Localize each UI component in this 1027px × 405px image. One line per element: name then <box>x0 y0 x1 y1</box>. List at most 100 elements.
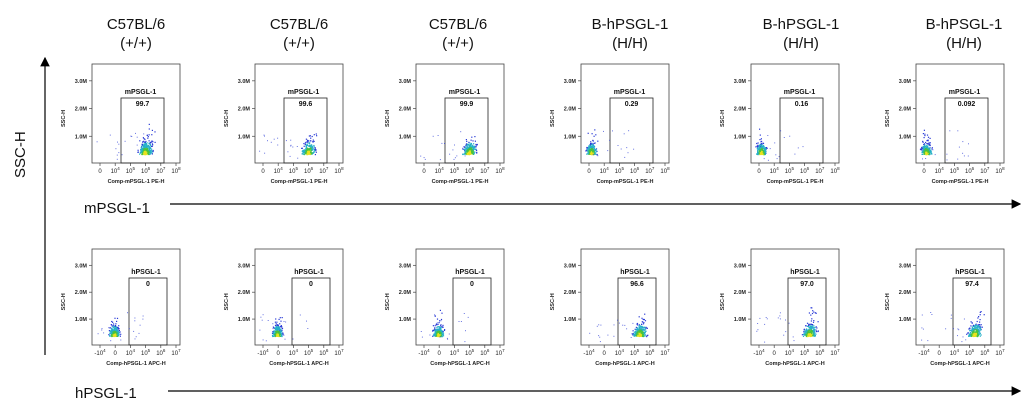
event-dot <box>278 329 280 331</box>
event-dot <box>591 150 593 152</box>
event-dot <box>310 140 312 142</box>
row-label-hpsgl1: hPSGL-1 <box>75 385 137 402</box>
event-dot <box>973 325 975 327</box>
column-header-4: B-hPSGL-1 (H/H) <box>570 15 690 53</box>
event-cloud <box>919 129 969 161</box>
event-dot <box>147 147 149 149</box>
event-dot <box>592 150 594 152</box>
header-strain: C57BL/6 <box>269 16 329 33</box>
event-dot <box>130 135 132 137</box>
event-dot <box>597 140 599 142</box>
event-dot <box>642 331 644 333</box>
event-dot <box>143 153 145 155</box>
plot-panel: 1.0M 2.0M 3.0M SSC-H -104 0 104 105 106 107 Comp-h… <box>224 248 344 367</box>
event-dot <box>460 131 462 133</box>
event-dot <box>756 142 758 145</box>
event-dot <box>617 145 619 146</box>
event-dot <box>439 320 441 322</box>
event-dot <box>110 324 112 326</box>
event-dot <box>278 330 280 332</box>
event-dot <box>466 146 468 148</box>
event-dot <box>304 150 306 152</box>
event-dot <box>472 152 474 154</box>
event-dot <box>140 152 142 154</box>
event-dot <box>976 332 978 334</box>
event-dot <box>785 331 787 333</box>
event-dot <box>151 153 153 155</box>
event-cloud <box>589 313 649 343</box>
event-dot <box>592 153 594 155</box>
event-dot <box>447 338 449 340</box>
event-dot <box>112 321 114 323</box>
event-dot <box>276 330 278 332</box>
event-dot <box>275 332 277 334</box>
event-dot <box>758 153 760 155</box>
event-dot <box>311 148 313 150</box>
event-dot <box>972 324 974 327</box>
event-dot <box>307 140 309 142</box>
event-dot <box>973 335 975 338</box>
event-dot <box>922 140 924 142</box>
event-dot <box>303 145 305 147</box>
event-dot <box>966 333 968 335</box>
event-dot <box>440 330 442 332</box>
event-dot <box>471 148 473 150</box>
event-dot <box>471 136 473 138</box>
event-dot <box>279 334 281 336</box>
event-dot <box>278 327 280 329</box>
event-dot <box>762 142 765 145</box>
event-dot <box>637 329 640 331</box>
event-dot <box>274 335 276 337</box>
event-dot <box>315 133 317 135</box>
event-dot <box>589 143 591 145</box>
event-dot <box>142 318 144 320</box>
event-dot <box>115 334 117 337</box>
event-dot <box>140 149 142 151</box>
event-dot <box>144 146 146 148</box>
event-dot <box>638 335 640 337</box>
event-dot <box>637 330 639 332</box>
x-tick-label: 0 <box>438 351 442 357</box>
event-dot <box>141 143 143 145</box>
event-dot <box>145 153 147 155</box>
event-dot <box>639 329 642 332</box>
event-dot <box>434 332 436 334</box>
event-dot <box>439 336 441 338</box>
event-dot <box>760 145 762 147</box>
event-dot <box>631 333 633 335</box>
event-dot <box>143 147 145 149</box>
event-dot <box>101 329 103 331</box>
event-dot <box>150 151 152 153</box>
event-dot <box>635 328 637 330</box>
event-dot <box>928 152 930 154</box>
event-dot <box>975 323 977 325</box>
event-dot <box>470 150 472 152</box>
event-dot <box>313 146 315 148</box>
gate-value: 0.29 <box>625 101 639 108</box>
event-dot <box>281 333 283 335</box>
event-dot <box>761 147 763 149</box>
x-tick-label: 107 <box>334 348 344 357</box>
event-dot <box>974 327 976 329</box>
event-dot <box>590 144 592 146</box>
event-dot <box>591 143 594 145</box>
event-dot <box>644 333 646 335</box>
event-dot <box>274 327 276 329</box>
event-dot <box>802 146 804 148</box>
event-dot <box>474 151 476 153</box>
event-dot <box>765 152 767 154</box>
event-dot <box>306 143 308 145</box>
event-dot <box>471 147 473 149</box>
event-dot <box>301 153 303 155</box>
event-dot <box>261 319 263 321</box>
event-dot <box>442 335 445 337</box>
event-dot <box>141 146 142 148</box>
event-dot <box>280 330 282 332</box>
y-tick-label: 2.0M <box>399 290 412 296</box>
x-tick-label: 0 <box>757 169 761 175</box>
event-dot <box>439 159 441 161</box>
event-dot <box>637 328 639 330</box>
gate-value: 0.16 <box>795 101 809 108</box>
event-dot <box>923 150 925 152</box>
event-dot <box>470 139 472 141</box>
